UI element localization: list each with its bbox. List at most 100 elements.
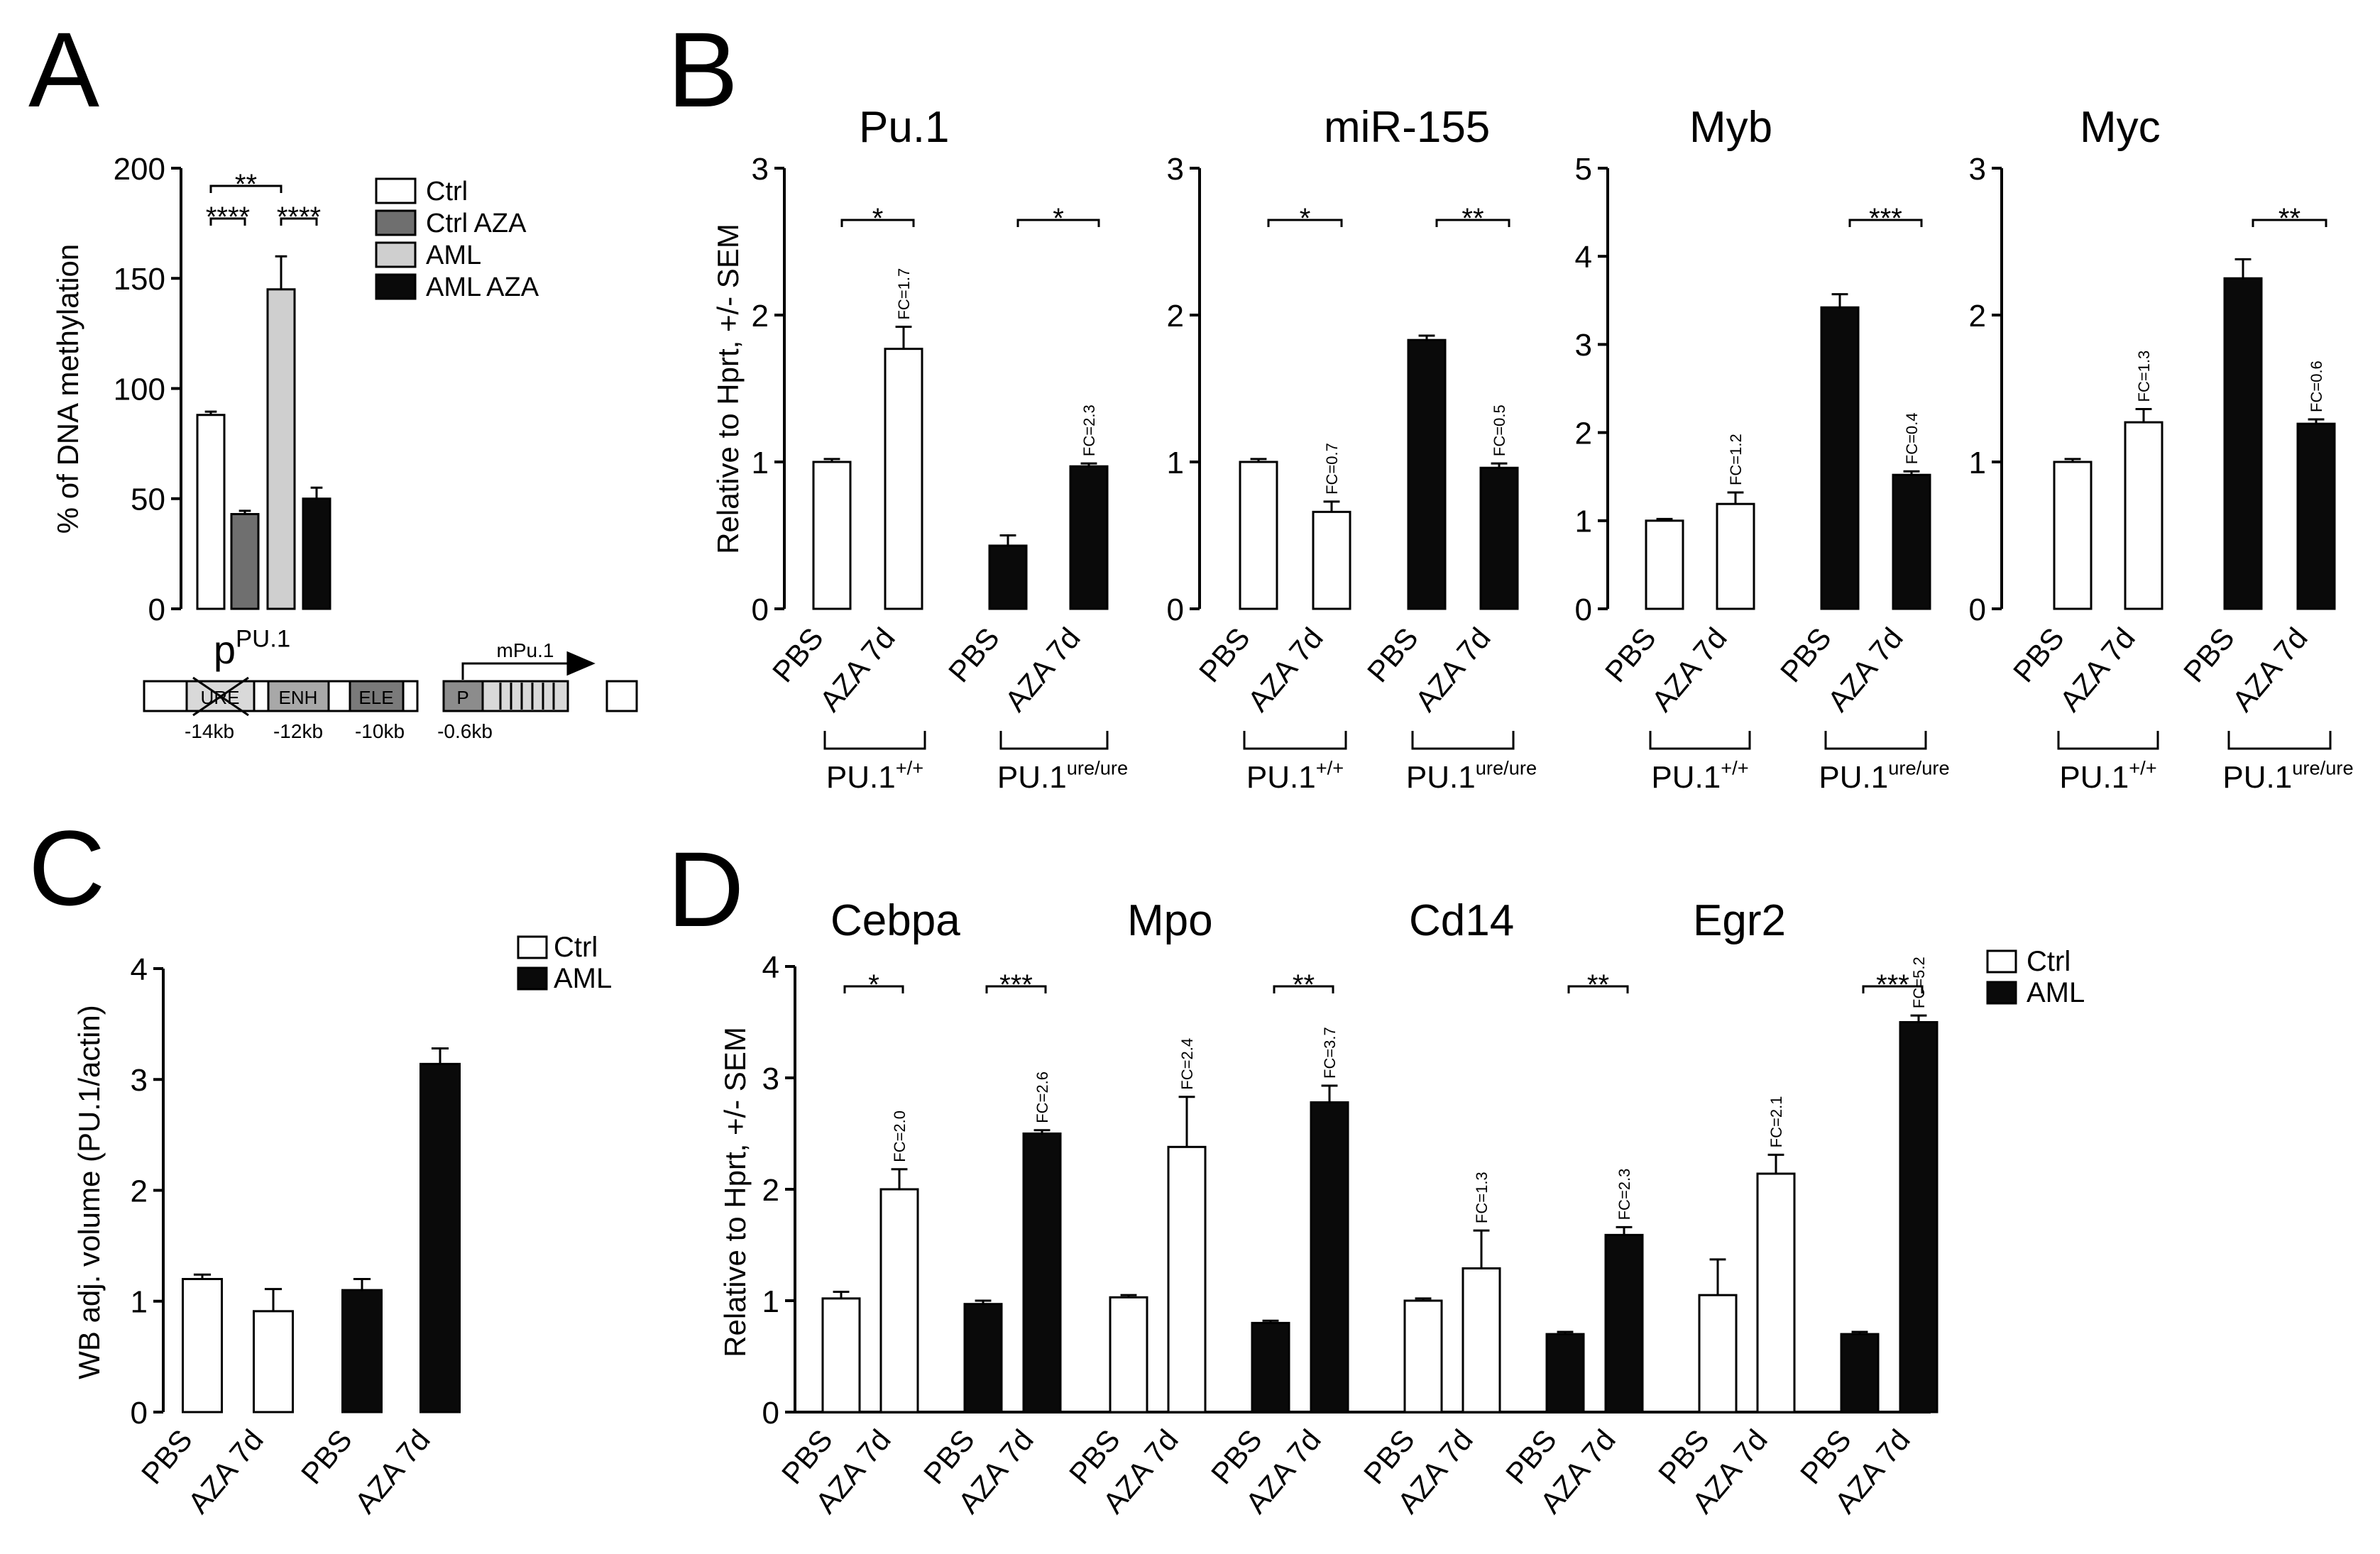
b3-sig-bracket-0 — [1848, 219, 1923, 227]
a-legend-label-1: Ctrl AZA — [426, 209, 527, 238]
b4-group-label-ure: PU.1ure/ure — [2222, 757, 2353, 795]
b2-xtick-label-0: PBS — [1192, 622, 1256, 689]
diagram-box-left — [143, 680, 188, 712]
a-sig-label-2: ** — [235, 169, 257, 200]
a-sig-label-1: **** — [277, 202, 321, 233]
d-cd14-bar-3 — [1604, 1233, 1644, 1414]
b2-group-bracket-ure — [1411, 731, 1515, 750]
b3-group-bracket-wt — [1649, 731, 1751, 750]
d-ytick-label-1: 1 — [762, 1284, 779, 1319]
b3-group-label-ure: PU.1ure/ure — [1819, 757, 1949, 795]
diagram-box-right — [605, 680, 638, 712]
d-mpo-bar-3 — [1310, 1101, 1349, 1414]
b1-bar-3 — [1069, 465, 1109, 610]
b4-ytick-label-1: 1 — [1969, 446, 1986, 480]
b2-ytick-label-1: 1 — [1167, 446, 1184, 480]
b2-fc-label-1: FC=0.7 — [1323, 443, 1341, 495]
b1-group-bracket-ure — [999, 731, 1109, 750]
b1-fc-label-3: FC=2.3 — [1080, 404, 1098, 456]
d-ylabel: Relative to Hprt, +/- SEM — [718, 1027, 752, 1357]
d-mpo-bar-1 — [1167, 1145, 1207, 1414]
b2-title: miR-155 — [1324, 103, 1490, 152]
d-egr2-bar-0 — [1698, 1294, 1738, 1414]
diagram-element-enh — [267, 680, 330, 712]
a-legend-label-2: AML — [426, 241, 481, 270]
transcription-arrow — [461, 662, 568, 680]
b1-xtick-label-1: AZA 7d — [813, 622, 901, 718]
b2-fc-label-3: FC=0.5 — [1491, 404, 1508, 456]
element-label-ele: ELE — [358, 687, 393, 708]
b4-bar-2 — [2223, 277, 2263, 610]
c-bar-1 — [253, 1310, 294, 1414]
b-ylabel: Relative to Hprt, +/- SEM — [711, 224, 745, 554]
c-ytick-label-3: 3 — [131, 1063, 148, 1098]
c-legend-swatch-0 — [517, 935, 548, 959]
a-legend-swatch-0 — [375, 177, 417, 204]
b4-ytick-label-0: 0 — [1969, 593, 1986, 627]
b1-xtick-label-0: PBS — [766, 622, 830, 689]
d-cd14-fc-label-1: FC=1.3 — [1473, 1172, 1491, 1223]
pu1-promoter-diagram — [143, 651, 638, 717]
element-label-p: P — [456, 687, 468, 708]
a-bar-1 — [230, 512, 260, 610]
c-ytick-label-2: 2 — [131, 1174, 148, 1208]
b4-xtick-label-2: PBS — [2177, 622, 2241, 689]
c-ylabel: WB adj. volume (PU.1/actin) — [72, 1005, 106, 1379]
a-legend-swatch-1 — [375, 209, 417, 236]
distance-0-6kb: -0.6kb — [437, 720, 493, 742]
panel-label-c: C — [28, 808, 105, 927]
c-bar-3 — [419, 1062, 461, 1414]
a-ytick-label-3: 150 — [114, 262, 165, 297]
a-ytick-label-4: 200 — [114, 152, 165, 187]
b1-group-label-wt: PU.1+/+ — [826, 757, 923, 795]
d-legend-swatch-0 — [1986, 949, 2017, 974]
element-label-enh: ENH — [279, 687, 318, 708]
b3-sig-label-0: *** — [1869, 203, 1902, 234]
c-bar-0 — [182, 1278, 223, 1414]
b1-fc-label-1: FC=1.7 — [895, 268, 913, 320]
d-ytick-label-3: 3 — [762, 1062, 779, 1096]
distance-10kb: -10kb — [355, 720, 405, 742]
d-mpo-bar-0 — [1109, 1296, 1148, 1414]
c-xtick-label-1: AZA 7d — [181, 1423, 270, 1520]
b2-xtick-label-1: AZA 7d — [1241, 622, 1329, 718]
d-mpo-sig-bracket-0 — [1273, 985, 1334, 993]
b1-xtick-label-3: AZA 7d — [998, 622, 1087, 718]
b3-bar-2 — [1820, 306, 1860, 610]
b1-bar-0 — [812, 461, 852, 610]
b2-xtick-label-3: AZA 7d — [1408, 622, 1497, 718]
distance-14kb: -14kb — [185, 720, 234, 742]
b1-sig-label-1: * — [1053, 203, 1064, 234]
d-cd14-bar-2 — [1545, 1333, 1585, 1414]
d-egr2-fc-label-3: FC=5.2 — [1910, 957, 1928, 1008]
b4-ytick-label-3: 3 — [1969, 152, 1986, 187]
b3-ytick-label-2: 2 — [1575, 416, 1592, 451]
d-egr2-sig-bracket-0 — [1862, 985, 1924, 993]
b1-group-label-ure: PU.1ure/ure — [997, 757, 1128, 795]
d-cebpa-sig-label-0: * — [868, 969, 879, 1001]
b4-fc-label-1: FC=1.3 — [2135, 351, 2153, 402]
b1-sig-bracket-1 — [1016, 219, 1100, 227]
b2-ytick-label-2: 2 — [1167, 299, 1184, 334]
d-egr2-bar-3 — [1899, 1021, 1938, 1414]
panel-label-d: D — [667, 830, 744, 949]
b2-bar-0 — [1239, 461, 1278, 610]
d-ytick-label-0: 0 — [762, 1396, 779, 1431]
diagram-box-gap2 — [327, 680, 351, 712]
a-sig-bracket-1 — [280, 217, 318, 226]
c-ytick-label-4: 4 — [131, 952, 148, 987]
b2-sig-bracket-0 — [1267, 219, 1343, 227]
d-cd14-fc-label-3: FC=2.3 — [1616, 1169, 1633, 1220]
d-cebpa-bar-0 — [821, 1297, 861, 1414]
c-legend-label-0: Ctrl — [554, 932, 598, 963]
a-legend-swatch-3 — [375, 273, 417, 300]
diagram-box-gap1 — [253, 680, 270, 712]
a-sig-label-0: **** — [206, 202, 250, 233]
c-ytick-label-0: 0 — [131, 1396, 148, 1431]
b3-group-label-wt: PU.1+/+ — [1651, 757, 1748, 795]
c-ytick-label-1: 1 — [131, 1285, 148, 1320]
a-legend-swatch-2 — [375, 241, 417, 268]
a-bar-3 — [302, 497, 331, 610]
b4-group-bracket-ure — [2227, 731, 2332, 750]
distance-12kb: -12kb — [273, 720, 323, 742]
